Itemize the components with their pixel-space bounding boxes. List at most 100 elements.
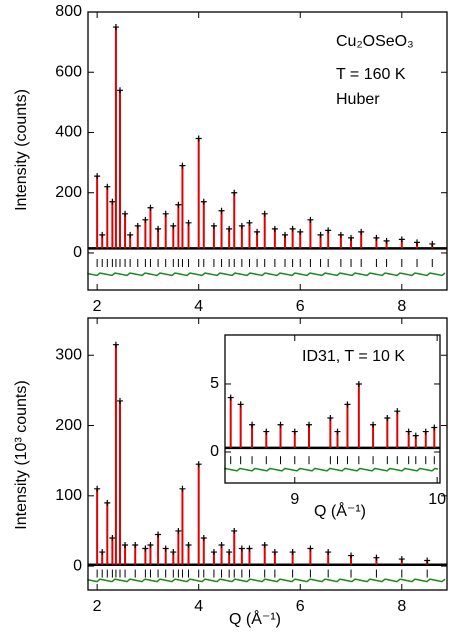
observed-point — [104, 499, 111, 506]
observed-point — [246, 545, 253, 552]
observed-point — [238, 545, 245, 552]
observed-point — [195, 461, 202, 468]
observed-point — [179, 485, 186, 492]
observed-point — [271, 549, 278, 556]
observed-point — [307, 216, 314, 223]
observed-point — [291, 428, 298, 435]
observed-point — [297, 228, 304, 235]
observed-point — [104, 183, 111, 190]
annotation: T = 160 K — [336, 66, 406, 83]
observed-point — [227, 394, 234, 401]
y-tick-label: 600 — [55, 63, 82, 80]
inset-background — [225, 335, 440, 483]
y-tick-label: 0 — [73, 244, 82, 261]
observed-point — [355, 380, 362, 387]
y-tick-label: 0 — [210, 443, 219, 460]
observed-point — [175, 527, 182, 534]
difference-curve — [224, 467, 439, 472]
observed-point — [99, 549, 106, 556]
observed-point — [325, 227, 332, 234]
observed-point — [109, 198, 116, 205]
observed-point — [358, 228, 365, 235]
observed-point — [210, 549, 217, 556]
y-tick-label: 300 — [55, 346, 82, 363]
observed-point — [414, 239, 421, 246]
x-axis-label: Q (Å⁻¹) — [314, 501, 366, 520]
difference-curve — [87, 272, 446, 277]
y-tick-label: 200 — [55, 184, 82, 201]
x-tick-label: 10 — [428, 491, 446, 508]
plot-frame — [87, 11, 448, 291]
observed-point — [325, 549, 332, 556]
observed-point — [142, 545, 149, 552]
observed-point — [271, 225, 278, 232]
observed-point — [132, 542, 139, 549]
observed-point — [394, 408, 401, 415]
observed-point — [348, 234, 355, 241]
observed-point — [200, 198, 207, 205]
observed-point — [383, 237, 390, 244]
y-tick-label: 800 — [55, 3, 82, 20]
observed-point — [277, 421, 284, 428]
observed-point — [94, 485, 101, 492]
observed-point — [134, 222, 141, 229]
observed-point — [254, 228, 261, 235]
observed-point — [405, 428, 412, 435]
observed-point — [147, 204, 154, 211]
observed-point — [398, 236, 405, 243]
observed-point — [327, 414, 334, 421]
observed-point — [231, 189, 238, 196]
observed-point — [112, 24, 119, 31]
observed-point — [370, 421, 377, 428]
observed-point — [231, 527, 238, 534]
x-tick-label: 9 — [290, 491, 299, 508]
observed-point — [261, 542, 268, 549]
observed-point — [155, 531, 162, 538]
observed-point — [422, 428, 429, 435]
observed-point — [162, 210, 169, 217]
x-tick-label: 6 — [296, 298, 305, 315]
observed-point — [185, 219, 192, 226]
x-tick-label: 8 — [397, 598, 406, 615]
x-tick-label: 8 — [397, 298, 406, 315]
y-tick-label: 200 — [55, 417, 82, 434]
observed-point — [210, 222, 217, 229]
annotation: Cu₂OSeO₃ — [336, 33, 414, 50]
observed-point — [112, 341, 119, 348]
observed-point — [307, 545, 314, 552]
observed-point — [218, 207, 225, 214]
observed-point — [238, 222, 245, 229]
observed-point — [122, 542, 129, 549]
observed-point — [116, 87, 123, 94]
observed-point — [334, 428, 341, 435]
observed-point — [99, 231, 106, 238]
observed-point — [179, 162, 186, 169]
observed-point — [155, 225, 162, 232]
observed-point — [237, 401, 244, 408]
observed-point — [317, 231, 324, 238]
observed-point — [226, 549, 233, 556]
observed-point — [261, 210, 268, 217]
y-tick-label: 100 — [55, 487, 82, 504]
observed-point — [263, 428, 270, 435]
x-tick-label: 6 — [296, 598, 305, 615]
observed-point — [348, 552, 355, 559]
observed-point — [398, 556, 405, 563]
annotation: ID31, T = 10 K — [302, 348, 405, 365]
y-tick-label: 0 — [73, 557, 82, 574]
observed-point — [185, 542, 192, 549]
observed-point — [282, 231, 289, 238]
observed-point — [226, 225, 233, 232]
observed-point — [127, 231, 134, 238]
observed-point — [337, 231, 344, 238]
observed-point — [175, 201, 182, 208]
y-axis-label: Intensity (counts) — [13, 89, 30, 211]
annotation: Huber — [336, 91, 380, 108]
observed-point — [116, 397, 123, 404]
observed-point — [109, 534, 116, 541]
observed-point — [429, 240, 436, 247]
observed-point — [195, 135, 202, 142]
observed-point — [122, 210, 129, 217]
observed-point — [384, 414, 391, 421]
